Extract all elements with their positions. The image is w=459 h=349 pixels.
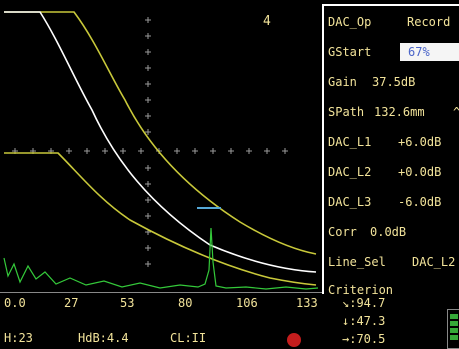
readout-surface-distance: →:70.5 <box>342 332 385 346</box>
menu-item-key: DAC_L3 <box>328 195 372 209</box>
readout-depth: ↓:47.3 <box>342 314 385 328</box>
readout-sound-path: ↘:94.7 <box>342 296 385 310</box>
record-indicator-icon <box>287 333 301 347</box>
menu-item-key: Line_Sel <box>328 255 386 269</box>
status-hdb: HdB:4.4 <box>78 331 129 345</box>
status-height: H:23 <box>4 331 33 345</box>
diagonal-arrow-icon: ↘ <box>342 296 350 310</box>
channel-number: 4 <box>263 14 271 29</box>
readout-value: :94.7 <box>349 296 386 310</box>
axis-tick-label: 53 <box>120 296 135 310</box>
menu-item-key: DAC_L2 <box>328 165 372 179</box>
dac-curve-lower <box>4 152 317 286</box>
axis-tick-label: 0.0 <box>4 296 26 310</box>
axis-separator <box>0 292 322 293</box>
menu-item-key: Criterion <box>328 283 394 297</box>
axis-tick-label: 133 <box>296 296 318 310</box>
right-arrow-icon: → <box>342 332 350 346</box>
menu-item-value: 37.5dB <box>372 75 416 89</box>
axis-tick-label: 80 <box>178 296 193 310</box>
gstart-value: 67% <box>408 45 430 59</box>
a-scan-plot <box>0 0 322 292</box>
dac-curve-reference <box>4 11 317 273</box>
axis-tick-label: 27 <box>64 296 79 310</box>
menu-item-value: 0.0dB <box>370 225 407 239</box>
scale-marker: ^ <box>453 105 459 119</box>
menu-item-dac-l1[interactable]: DAC_L1 +6.0dB <box>328 132 459 152</box>
menu-item-key: Gain <box>328 75 357 89</box>
readout-value: :70.5 <box>349 332 386 346</box>
menu-item-value: -6.0dB <box>398 195 442 209</box>
menu-item-key: DAC_Op <box>328 15 372 29</box>
axis-tick-label: 106 <box>236 296 258 310</box>
menu-item-value: +0.0dB <box>398 165 442 179</box>
echo-signal <box>3 227 319 290</box>
gstart-input[interactable]: 67% <box>400 43 459 61</box>
menu-item-criterion[interactable]: Criterion <box>328 280 459 300</box>
menu-item-corr[interactable]: Corr 0.0dB <box>328 222 459 242</box>
status-cl: CL:II <box>170 331 207 345</box>
menu-item-spath[interactable]: SPath 132.6mm ^ <box>328 102 459 122</box>
menu-item-line-sel[interactable]: Line_Sel DAC_L2 <box>328 252 459 272</box>
menu-item-key: GStart <box>328 45 372 59</box>
menu-item-gstart[interactable]: GStart 67% <box>328 42 459 62</box>
menu-item-gain[interactable]: Gain 37.5dB <box>328 72 459 92</box>
menu-item-dac-l3[interactable]: DAC_L3 -6.0dB <box>328 192 459 212</box>
dac-settings-menu: DAC_Op Record GStart 67% Gain 37.5dB SPa… <box>322 4 459 297</box>
down-arrow-icon: ↓ <box>342 314 350 328</box>
plot-background <box>0 0 322 292</box>
menu-item-key: DAC_L1 <box>328 135 372 149</box>
readout-value: :47.3 <box>349 314 386 328</box>
menu-item-value: +6.0dB <box>398 135 442 149</box>
menu-item-value: 132.6mm <box>374 105 425 119</box>
menu-item-dac-op[interactable]: DAC_Op Record <box>328 12 459 32</box>
menu-item-key: SPath <box>328 105 365 119</box>
menu-item-value: Record <box>407 15 451 29</box>
menu-item-dac-l2[interactable]: DAC_L2 +0.0dB <box>328 162 459 182</box>
grid-crosses <box>12 17 288 267</box>
menu-item-value: DAC_L2 <box>412 255 456 269</box>
menu-item-key: Corr <box>328 225 357 239</box>
battery-icon <box>447 309 459 349</box>
dac-curve-upper <box>4 11 317 255</box>
